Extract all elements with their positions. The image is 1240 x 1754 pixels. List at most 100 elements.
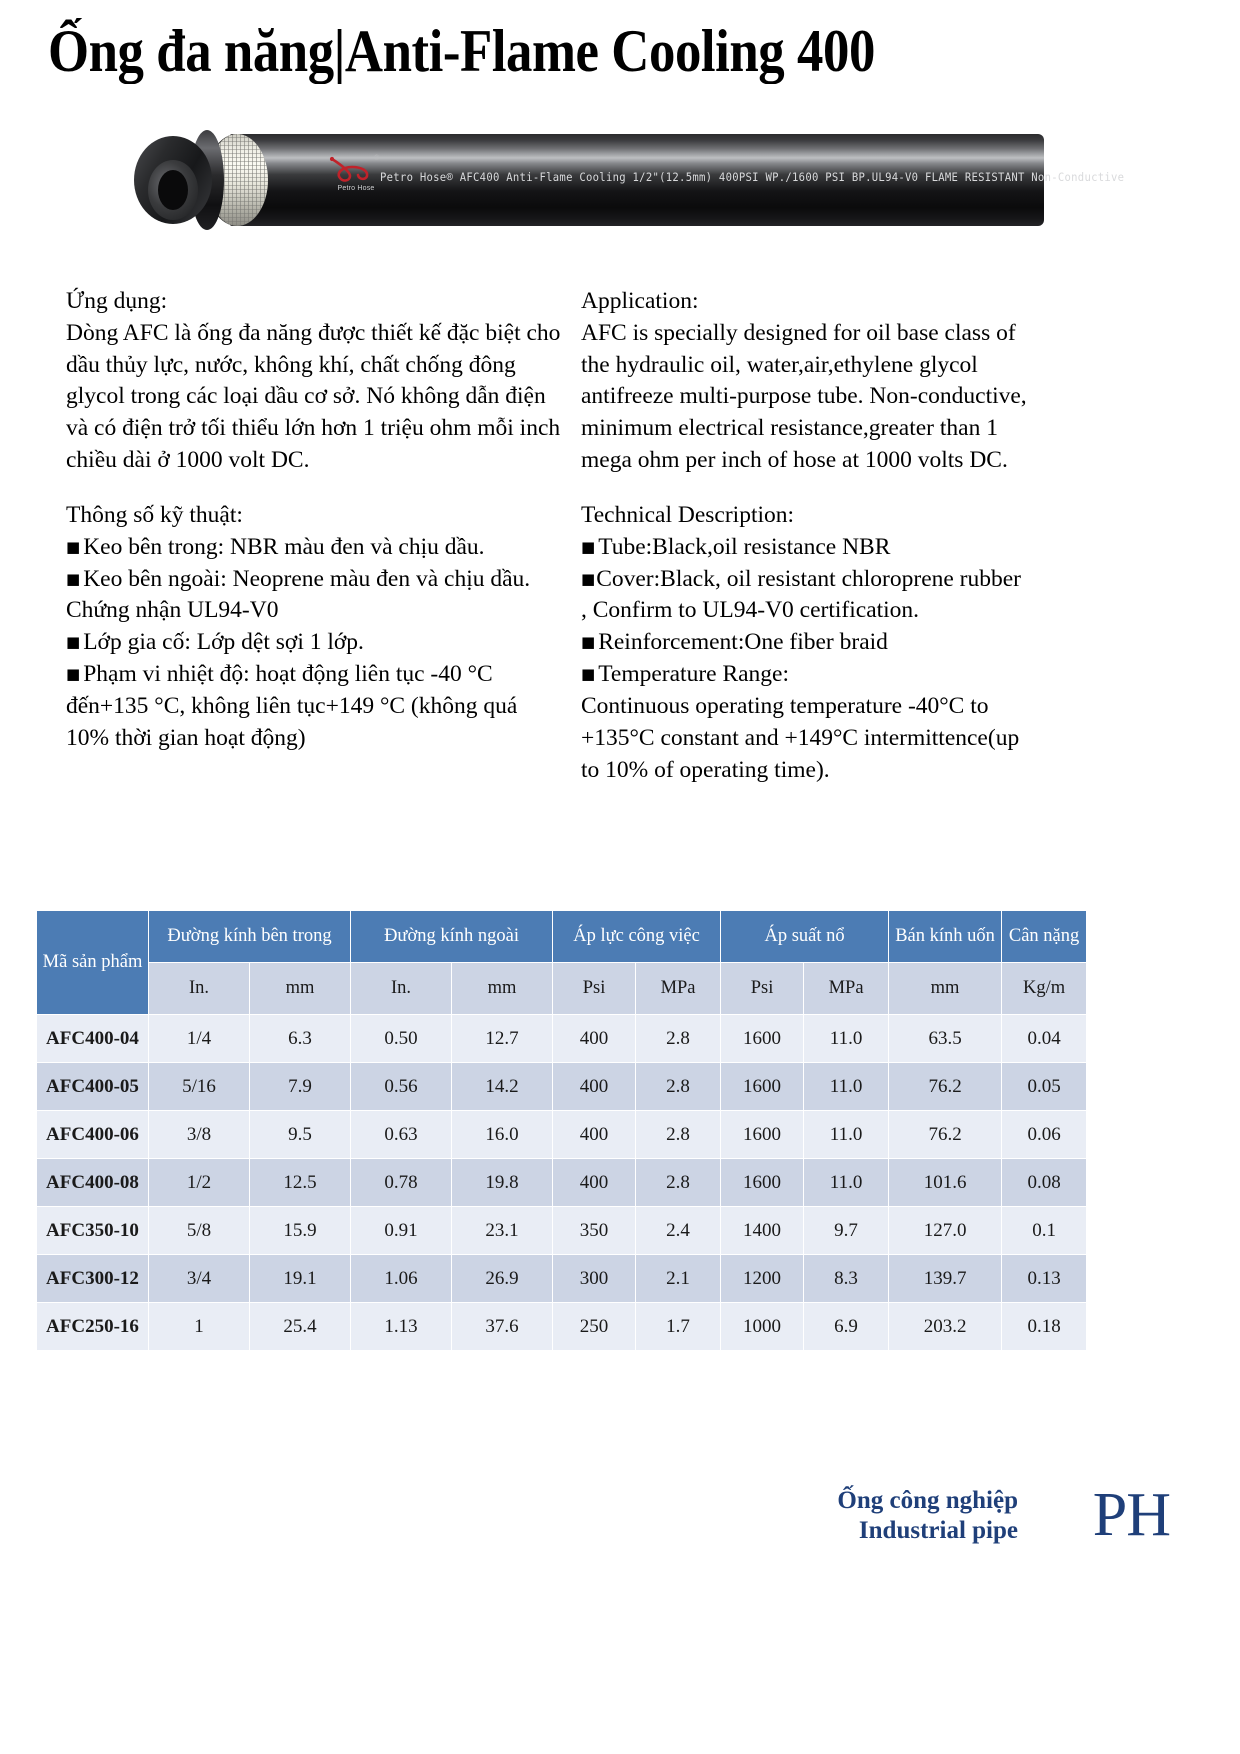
square-bullet-icon: ■ [581,569,596,588]
square-bullet-icon: ■ [66,665,81,684]
table-row: AFC350-10 5/8 15.9 0.91 23.1 350 2.4 1400 9.7 127… [36,1206,1088,1255]
table-cell-wp-mpa: 2.8 [635,1062,722,1111]
table-row: AFC250-16 1 25.4 1.13 37.6 250 1.7 1000 6.9 203.2… [36,1302,1088,1351]
hose-printed-specification-text: Petro Hose® AFC400 Anti-Flame Cooling 1/… [380,170,1125,184]
column-header-weight: Cân nặng [1001,910,1088,963]
page-title: Ống đa năng|Anti-Flame Cooling 400 [48,18,875,84]
en-application-heading: Application: [581,288,699,314]
table-cell-wp-psi: 400 [552,1158,637,1207]
column-header-working-pressure: Áp lực công việc [552,910,722,963]
table-row: AFC400-06 3/8 9.5 0.63 16.0 400 2.8 1600 11.0 76.… [36,1110,1088,1159]
table-cell-bp-psi: 1600 [720,1110,805,1159]
vi-bullet-reinforcement: ■ Lớp gia cố: Lớp dệt sợi 1 lớp. [66,629,364,656]
unit-header-id-mm: mm [248,962,352,1015]
table-cell-bend-mm: 63.5 [888,1014,1003,1063]
spacer [66,477,566,500]
table-cell-code: AFC400-06 [36,1110,149,1159]
table-cell-od-mm: 37.6 [451,1302,554,1351]
table-row: AFC400-05 5/16 7.9 0.56 14.2 400 2.8 1600 11.0 76… [36,1062,1088,1111]
table-cell-id-mm: 6.3 [248,1014,352,1063]
vi-bullet-temperature: ■ Phạm vi nhiệt độ: hoạt động liên tục -4… [66,661,518,751]
infinity-loop-icon [329,156,369,182]
table-cell-od-in: 1.13 [350,1302,453,1351]
spacer [581,477,1031,500]
table-cell-bend-mm: 76.2 [888,1110,1003,1159]
table-cell-id-in: 1/2 [148,1158,250,1207]
table-cell-od-mm: 12.7 [451,1014,554,1063]
square-bullet-icon: ■ [66,633,81,652]
table-cell-od-in: 0.56 [350,1062,453,1111]
en-bullet-reinforcement: ■ Reinforcement:One fiber braid [581,629,888,656]
table-cell-id-mm: 7.9 [248,1062,352,1111]
table-cell-bend-mm: 127.0 [888,1206,1003,1255]
table-cell-od-in: 0.78 [350,1158,453,1207]
table-cell-id-mm: 19.1 [248,1254,352,1303]
square-bullet-icon: ■ [66,569,81,588]
table-cell-bp-psi: 1000 [720,1302,805,1351]
english-description-column: Application: AFC is specially designed f… [581,286,1031,786]
footer-company-tagline: Ống công nghiệp Industrial pipe [837,1486,1018,1545]
table-cell-wp-mpa: 2.8 [635,1110,722,1159]
table-cell-code: AFC400-04 [36,1014,149,1063]
table-cell-od-mm: 23.1 [451,1206,554,1255]
en-temperature-note: Continuous operating temperature -40°C t… [581,692,1020,783]
table-cell-wp-mpa: 2.8 [635,1158,722,1207]
ph-logo: PH [1092,1481,1171,1549]
square-bullet-icon: ■ [581,633,596,652]
unit-header-wp-mpa: MPa [635,962,722,1015]
table-cell-od-mm: 19.8 [451,1158,554,1207]
footer-tagline-vietnamese: Ống công nghiệp [837,1487,1018,1514]
table-cell-code: AFC350-10 [36,1206,149,1255]
table-cell-bend-mm: 76.2 [888,1062,1003,1111]
vi-application-body: Dòng AFC là ống đa năng được thiết kế đặ… [66,319,561,474]
vi-technical-heading: Thông số kỹ thuật: [66,501,243,528]
table-cell-wp-psi: 400 [552,1062,637,1111]
table-cell-wp-mpa: 2.1 [635,1254,722,1303]
table-cell-wp-psi: 350 [552,1206,637,1255]
column-header-bend-radius: Bán kính uốn [888,910,1003,963]
en-technical-heading: Technical Description: [581,501,795,528]
table-cell-bp-psi: 1600 [720,1062,805,1111]
table-cell-id-mm: 15.9 [248,1206,352,1255]
column-header-product-code: Mã sản phẩm [36,910,149,1015]
table-cell-weight: 0.04 [1001,1014,1088,1063]
table-cell-wp-psi: 250 [552,1302,637,1351]
table-cell-bp-psi: 1400 [720,1206,805,1255]
table-cell-id-in: 3/8 [148,1110,250,1159]
table-row: AFC300-12 3/4 19.1 1.06 26.9 300 2.1 1200 8.3 139… [36,1254,1088,1303]
unit-header-od-in: In. [350,962,453,1015]
table-cell-weight: 0.18 [1001,1302,1088,1351]
table-cell-weight: 0.06 [1001,1110,1088,1159]
table-cell-id-in: 3/4 [148,1254,250,1303]
unit-header-bp-psi: Psi [720,962,805,1015]
table-cell-weight: 0.08 [1001,1158,1088,1207]
table-cell-bend-mm: 101.6 [888,1158,1003,1207]
unit-header-weight: Kg/m [1001,962,1088,1015]
table-cell-id-mm: 12.5 [248,1158,352,1207]
hose-bore [158,170,188,210]
table-cell-bp-psi: 1600 [720,1158,805,1207]
table-cell-wp-mpa: 2.4 [635,1206,722,1255]
product-hose-image: Petro Hose ® Petro Hose® AFC400 Anti-Fla… [134,126,1124,234]
unit-header-bend-mm: mm [888,962,1003,1015]
unit-header-wp-psi: Psi [552,962,637,1015]
table-cell-wp-mpa: 1.7 [635,1302,722,1351]
petro-hose-logo: Petro Hose ® [328,154,384,206]
en-application-body: AFC is specially designed for oil base c… [581,319,1027,474]
table-cell-od-in: 0.50 [350,1014,453,1063]
table-cell-code: AFC300-12 [36,1254,149,1303]
table-cell-bp-mpa: 9.7 [803,1206,890,1255]
vi-application-heading: Ứng dụng: [66,288,168,314]
table-cell-od-in: 0.63 [350,1110,453,1159]
table-cell-weight: 0.1 [1001,1206,1088,1255]
square-bullet-icon: ■ [581,665,596,684]
specification-table-container: Mã sản phẩm Đường kính bên trong Đường k… [36,910,1088,1351]
table-cell-bp-mpa: 11.0 [803,1110,890,1159]
hose-cover [230,134,1044,226]
table-cell-bp-psi: 1600 [720,1014,805,1063]
table-cell-od-in: 1.06 [350,1254,453,1303]
unit-header-od-mm: mm [451,962,554,1015]
table-cell-code: AFC400-05 [36,1062,149,1111]
table-cell-bp-mpa: 11.0 [803,1062,890,1111]
vietnamese-description-column: Ứng dụng: Dòng AFC là ống đa năng được t… [66,286,566,755]
